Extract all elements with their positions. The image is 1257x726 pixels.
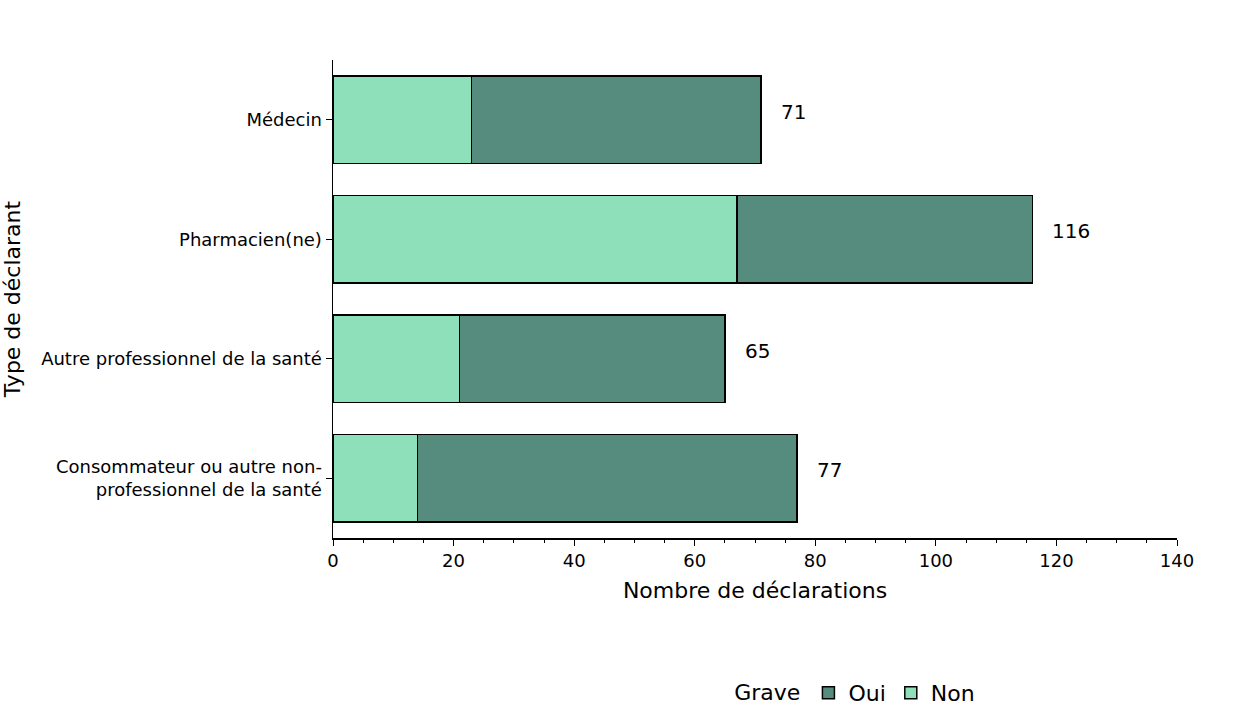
svg-text:60: 60 — [683, 550, 706, 571]
svg-text:20: 20 — [442, 550, 465, 571]
svg-text:Autre professionnel de la sant: Autre professionnel de la santé — [41, 348, 322, 369]
svg-text:116: 116 — [1052, 219, 1090, 243]
svg-text:Pharmacien(ne): Pharmacien(ne) — [179, 229, 322, 250]
svg-text:Consommateur ou autre non-prof: Consommateur ou autre non-professionnel … — [56, 456, 322, 500]
svg-text:Oui: Oui — [848, 681, 885, 706]
svg-text:0: 0 — [327, 550, 338, 571]
svg-text:Non: Non — [931, 681, 975, 706]
svg-text:71: 71 — [781, 100, 806, 124]
svg-text:Nombre de déclarations: Nombre de déclarations — [623, 578, 887, 603]
svg-text:120: 120 — [1039, 550, 1073, 571]
svg-text:40: 40 — [563, 550, 586, 571]
svg-text:Médecin: Médecin — [246, 109, 321, 130]
svg-text:140: 140 — [1160, 550, 1194, 571]
svg-text:100: 100 — [919, 550, 953, 571]
svg-text:Grave: Grave — [734, 680, 800, 705]
svg-text:Type de déclarant: Type de déclarant — [0, 200, 25, 398]
svg-text:77: 77 — [817, 458, 842, 482]
svg-text:65: 65 — [745, 339, 770, 363]
svg-text:80: 80 — [804, 550, 827, 571]
